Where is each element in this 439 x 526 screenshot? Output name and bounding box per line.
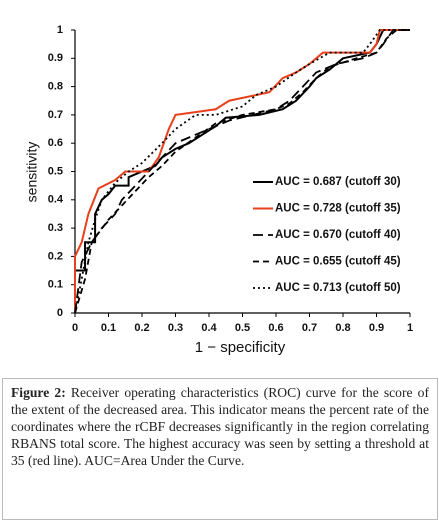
legend-label: AUC = 0.687 (cutoff 30) [275,176,401,188]
y-tick-label: 0.1 [48,279,63,291]
x-tick-label: 1 [407,322,413,334]
legend-label: AUC = 0.670 (cutoff 40) [275,229,401,241]
y-tick-label: 0.6 [48,137,63,149]
caption: Figure 2: Receiver operating characteris… [2,378,438,520]
caption-label: Figure 2: [11,385,66,400]
x-tick-label: 0.7 [302,322,317,334]
y-tick-label: 0.7 [48,109,63,121]
y-tick-label: 0.4 [48,194,64,206]
roc-curve [74,29,410,314]
chart: sensitivity 1 − specificity 0 0.1 0.2 0.3 0.… [24,24,413,356]
y-tick-label: 0.3 [48,222,63,234]
legend-label: AUC = 0.713 (cutoff 50) [275,282,401,294]
x-tick-label: 0.6 [268,322,283,334]
y-tick-label: 0.8 [48,81,63,93]
x-tick-label: 0.2 [134,322,149,334]
x-axis-title: 1 − specificity [195,339,286,356]
x-tick-label: 0.4 [201,322,217,334]
caption-text: Receiver operating characteristics (ROC)… [11,385,430,468]
x-tick-label: 0.1 [101,322,116,334]
x-tick-label: 0.9 [369,322,384,334]
y-tick-label: 0 [57,307,63,319]
roc-curve [74,29,410,314]
x-tick-label: 0 [72,322,78,334]
legend-label: AUC = 0.655 (cutoff 45) [275,256,401,268]
y-tick-label: 0.9 [48,52,63,64]
y-tick-label: 1 [57,24,63,36]
x-tick-label: 0.8 [335,322,350,334]
y-axis-title: sensitivity [24,142,40,203]
roc-curve [74,29,410,314]
y-tick-label: 0.5 [48,165,63,177]
x-tick-label: 0.5 [235,322,250,334]
legend-label: AUC = 0.728 (cutoff 35) [275,203,401,215]
roc-curve [74,29,410,313]
x-tick-label: 0.3 [168,322,183,334]
y-tick-label: 0.2 [48,250,63,262]
